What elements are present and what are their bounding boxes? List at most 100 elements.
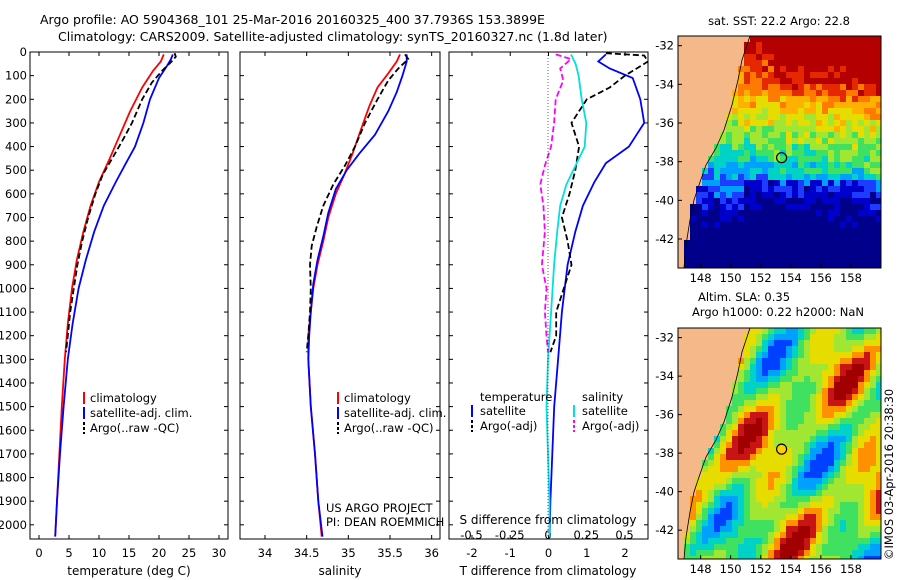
sla-cell (810, 490, 816, 496)
sst-cell (876, 228, 881, 234)
sst-cell (696, 246, 702, 252)
sst-cell (804, 144, 810, 150)
sst-cell (870, 102, 876, 108)
sla-cell (726, 514, 732, 520)
sla-cell (738, 460, 744, 466)
sla-cell (834, 352, 840, 358)
sst-cell (780, 84, 786, 90)
sla-cell (852, 430, 858, 436)
sst-cell (834, 210, 840, 216)
sst-cell (726, 192, 732, 198)
sst-cell (798, 150, 804, 156)
sst-cell (834, 204, 840, 210)
sst-cell (768, 144, 774, 150)
sst-cell (864, 204, 870, 210)
sst-cell (798, 180, 804, 186)
sla-cell (744, 364, 750, 370)
sla-cell (822, 358, 828, 364)
sst-cell (744, 132, 750, 138)
sla-cell (822, 466, 828, 472)
sst-cell (858, 42, 864, 48)
sla-cell (780, 484, 786, 490)
sla-cell (816, 382, 822, 388)
sst-cell (816, 174, 822, 180)
sst-cell (852, 66, 858, 72)
legend-argo: Argo(..raw -QC) (90, 421, 180, 435)
sst-cell (762, 108, 768, 114)
sla-cell (858, 538, 864, 544)
sst-cell (870, 222, 876, 228)
sst-cell (720, 198, 726, 204)
sla-cell (786, 364, 792, 370)
sla-cell (696, 508, 702, 514)
sst-cell (702, 234, 708, 240)
sla-cell (720, 544, 726, 550)
sst-cell (714, 180, 720, 186)
sst-cell (810, 48, 816, 54)
sst-cell (810, 150, 816, 156)
sst-cell (774, 42, 780, 48)
sst-cell (750, 54, 756, 60)
sla-cell (798, 472, 804, 478)
sla-cell (810, 514, 816, 520)
sst-cell (738, 258, 744, 264)
sla-cell (846, 436, 852, 442)
sla-cell (822, 340, 828, 346)
sst-cell (744, 258, 750, 264)
sst-cell (792, 216, 798, 222)
sst-cell (786, 234, 792, 240)
sla-cell (714, 532, 720, 538)
sla-cell (804, 418, 810, 424)
sla-cell (822, 430, 828, 436)
sst-cell (762, 222, 768, 228)
sla-cell (756, 412, 762, 418)
sla-cell (804, 490, 810, 496)
sst-cell (804, 138, 810, 144)
sla-cell (828, 346, 834, 352)
sst-cell (786, 186, 792, 192)
sst-cell (774, 216, 780, 222)
sla-cell (714, 526, 720, 532)
sst-cell (834, 216, 840, 222)
sla-cell (738, 442, 744, 448)
sst-cell (870, 156, 876, 162)
x-tick-label: 1 (583, 546, 590, 560)
sla-cell (792, 328, 798, 334)
sla-cell (816, 514, 822, 520)
sst-cell (828, 78, 834, 84)
sst-cell (786, 132, 792, 138)
sla-cell (720, 454, 726, 460)
sst-cell (852, 180, 858, 186)
sla-cell (762, 364, 768, 370)
sst-cell (828, 132, 834, 138)
sla-cell (744, 490, 750, 496)
sst-cell (798, 132, 804, 138)
sla-cell (732, 544, 738, 550)
sst-cell (774, 264, 780, 268)
sla-cell (732, 478, 738, 484)
sla-cell (852, 352, 858, 358)
sla-cell (846, 400, 852, 406)
map-y-tick-label: -40 (655, 193, 674, 207)
s-tick-label: 0.5 (615, 528, 633, 542)
sla-cell (756, 508, 762, 514)
sst-cell (720, 186, 726, 192)
sst-cell (864, 84, 870, 90)
sla-cell (750, 364, 756, 370)
sla-cell (804, 400, 810, 406)
sst-cell (792, 168, 798, 174)
sst-cell (792, 210, 798, 216)
sla-cell (702, 502, 708, 508)
sst-cell (738, 150, 744, 156)
sst-cell (786, 42, 792, 48)
sst-cell (720, 234, 726, 240)
sst-cell (732, 186, 738, 192)
depth-tick-label: 900 (5, 258, 27, 272)
sla-cell (816, 478, 822, 484)
sst-cell (684, 258, 690, 264)
sst-cell (816, 192, 822, 198)
sla-cell (798, 352, 804, 358)
sst-cell (870, 198, 876, 204)
sla-cell (828, 400, 834, 406)
sst-cell (780, 48, 786, 54)
